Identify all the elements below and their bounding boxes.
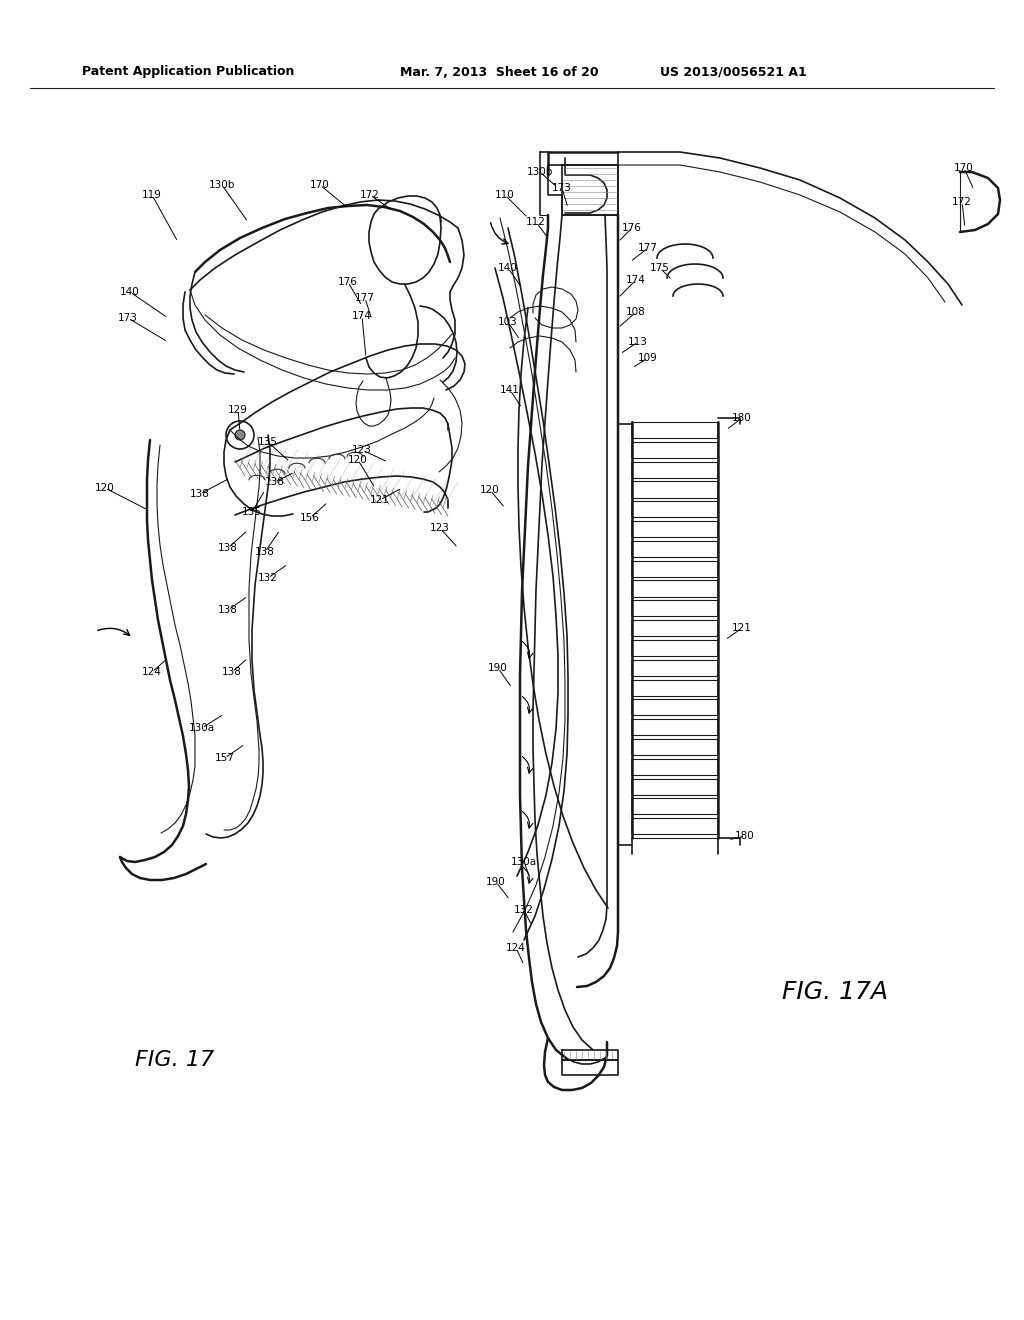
Text: 174: 174	[626, 275, 646, 285]
Text: 108: 108	[626, 308, 646, 317]
Text: 156: 156	[300, 513, 319, 523]
Text: 138: 138	[218, 605, 238, 615]
Text: 103: 103	[498, 317, 518, 327]
Text: 170: 170	[954, 162, 974, 173]
Text: 180: 180	[735, 832, 755, 841]
Text: 190: 190	[488, 663, 508, 673]
Text: 177: 177	[355, 293, 375, 304]
Text: 110: 110	[496, 190, 515, 201]
Text: 124: 124	[142, 667, 162, 677]
Text: 123: 123	[430, 523, 450, 533]
Text: 190: 190	[486, 876, 506, 887]
Text: 176: 176	[338, 277, 358, 286]
Text: FIG. 17: FIG. 17	[135, 1049, 215, 1071]
Text: US 2013/0056521 A1: US 2013/0056521 A1	[660, 66, 807, 78]
Text: 138: 138	[222, 667, 242, 677]
Text: 130a: 130a	[511, 857, 537, 867]
Circle shape	[234, 430, 245, 440]
Text: 140: 140	[120, 286, 140, 297]
Text: 130a: 130a	[189, 723, 215, 733]
Text: 138: 138	[265, 477, 285, 487]
Text: 135: 135	[258, 437, 278, 447]
Text: 130b: 130b	[526, 168, 553, 177]
Text: 119: 119	[142, 190, 162, 201]
Text: 138: 138	[255, 546, 274, 557]
Text: 132: 132	[514, 906, 534, 915]
Text: 120: 120	[480, 484, 500, 495]
Text: 123: 123	[352, 445, 372, 455]
Text: 109: 109	[638, 352, 657, 363]
Text: 113: 113	[628, 337, 648, 347]
Text: 129: 129	[228, 405, 248, 414]
Text: 130b: 130b	[209, 180, 236, 190]
Text: 138: 138	[218, 543, 238, 553]
Text: 170: 170	[310, 180, 330, 190]
Text: 141: 141	[500, 385, 520, 395]
Text: 173: 173	[118, 313, 138, 323]
Text: 173: 173	[552, 183, 572, 193]
Text: Patent Application Publication: Patent Application Publication	[82, 66, 294, 78]
Text: 140: 140	[498, 263, 518, 273]
Text: 120: 120	[348, 455, 368, 465]
Text: 132: 132	[258, 573, 278, 583]
Text: FIG. 17A: FIG. 17A	[782, 979, 888, 1005]
Text: 180: 180	[732, 413, 752, 422]
Text: 138: 138	[190, 488, 210, 499]
Text: 124: 124	[506, 942, 526, 953]
Text: 172: 172	[952, 197, 972, 207]
Text: 135: 135	[242, 507, 262, 517]
Text: 157: 157	[215, 752, 234, 763]
Text: 174: 174	[352, 312, 372, 321]
Text: Mar. 7, 2013  Sheet 16 of 20: Mar. 7, 2013 Sheet 16 of 20	[400, 66, 599, 78]
Text: 112: 112	[526, 216, 546, 227]
Text: 175: 175	[650, 263, 670, 273]
Text: 121: 121	[370, 495, 390, 506]
Text: 176: 176	[622, 223, 642, 234]
Text: 172: 172	[360, 190, 380, 201]
Text: 120: 120	[95, 483, 115, 492]
Text: 121: 121	[732, 623, 752, 634]
Text: 177: 177	[638, 243, 658, 253]
